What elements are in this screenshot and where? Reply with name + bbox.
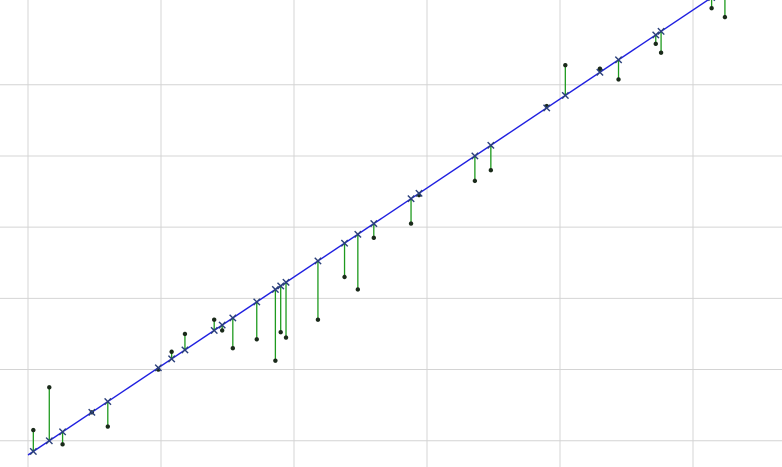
predicted-marker-stroke — [45, 437, 53, 445]
observed-point — [47, 385, 52, 390]
predicted-marker — [543, 104, 551, 112]
predicted-marker-stroke — [218, 321, 226, 329]
predicted-marker-stroke — [181, 346, 189, 354]
predicted-marker — [487, 141, 495, 149]
observed-point — [219, 328, 225, 333]
observed-point — [278, 329, 283, 335]
residuals — [32, 0, 726, 452]
predicted-marker — [88, 408, 96, 416]
predicted-marker — [370, 219, 378, 228]
predicted-marker — [282, 278, 290, 287]
observed-point — [709, 6, 714, 11]
predicted-marker — [561, 91, 570, 100]
predicted-marker-stroke — [282, 278, 290, 287]
predicted-marker-stroke — [370, 219, 378, 228]
observed-point — [342, 274, 347, 280]
predicted-marker — [340, 239, 349, 247]
predicted-marker — [596, 68, 604, 76]
predicted-marker-stroke — [277, 282, 285, 290]
observed-point — [371, 235, 376, 241]
observed-point — [563, 62, 568, 68]
predicted-marker-stroke — [167, 355, 176, 363]
observed-point — [658, 50, 664, 55]
observed-point — [105, 424, 111, 429]
predicted-marker — [229, 314, 237, 322]
predicted-marker-stroke — [407, 194, 415, 203]
observed-point — [616, 77, 621, 82]
predicted-marker-stroke — [596, 68, 604, 76]
predicted-marker-stroke — [210, 326, 218, 335]
predicted-marker — [218, 321, 226, 329]
predicted-marker-stroke — [657, 27, 665, 36]
predicted-marker-stroke — [88, 408, 96, 416]
predicted-marker — [314, 257, 322, 265]
predicted-marker — [407, 194, 415, 203]
predicted-marker-stroke — [340, 239, 349, 247]
predicted-marker — [657, 27, 665, 36]
observed-point — [31, 427, 36, 433]
predicted-marker-stroke — [58, 428, 67, 436]
predicted-marker — [354, 230, 362, 238]
predicted-marker — [253, 298, 261, 306]
observed-point — [488, 168, 494, 173]
predicted-marker — [652, 31, 660, 39]
predicted-marker — [167, 355, 176, 363]
observed-point — [472, 178, 478, 184]
predicted-marker-stroke — [253, 298, 261, 306]
predicted-marker — [277, 282, 285, 290]
predicted-marker-stroke — [487, 141, 495, 149]
predicted-marker — [154, 364, 163, 372]
observed-point — [169, 349, 174, 354]
observed-point — [283, 335, 289, 340]
predicted-marker-stroke — [229, 314, 237, 322]
predicted-marker — [45, 437, 53, 445]
predicted-marker — [614, 56, 623, 64]
predicted-marker-stroke — [471, 152, 479, 160]
predicted-marker — [104, 397, 112, 406]
predicted-marker-stroke — [415, 189, 423, 198]
predicted-marker — [471, 152, 479, 160]
observed-point — [722, 14, 728, 20]
observed-points — [31, 6, 728, 447]
predicted-marker — [58, 428, 67, 436]
predicted-marker — [210, 326, 218, 335]
predicted-marker-stroke — [154, 364, 163, 372]
predicted-marker — [271, 285, 280, 294]
predicted-markers — [29, 0, 716, 456]
observed-point — [273, 358, 278, 363]
observed-point — [408, 221, 414, 226]
predicted-marker — [29, 447, 38, 456]
predicted-marker-stroke — [271, 285, 280, 294]
observed-point — [355, 287, 361, 292]
observed-point — [254, 337, 259, 342]
predicted-marker-stroke — [104, 397, 112, 406]
observed-point — [60, 442, 65, 447]
predicted-marker-stroke — [354, 230, 362, 238]
observed-point — [597, 66, 603, 71]
observed-point — [230, 346, 236, 351]
observed-point — [315, 317, 321, 322]
observed-point — [212, 317, 217, 322]
predicted-marker-stroke — [652, 31, 660, 39]
predicted-marker-stroke — [614, 56, 623, 64]
predicted-marker — [181, 346, 189, 354]
predicted-marker-stroke — [29, 447, 38, 456]
predicted-marker-stroke — [314, 257, 322, 265]
observed-point — [653, 41, 658, 47]
predicted-marker-stroke — [561, 91, 570, 100]
observed-point — [182, 331, 188, 337]
predicted-marker — [415, 189, 423, 198]
predicted-marker-stroke — [543, 104, 551, 112]
